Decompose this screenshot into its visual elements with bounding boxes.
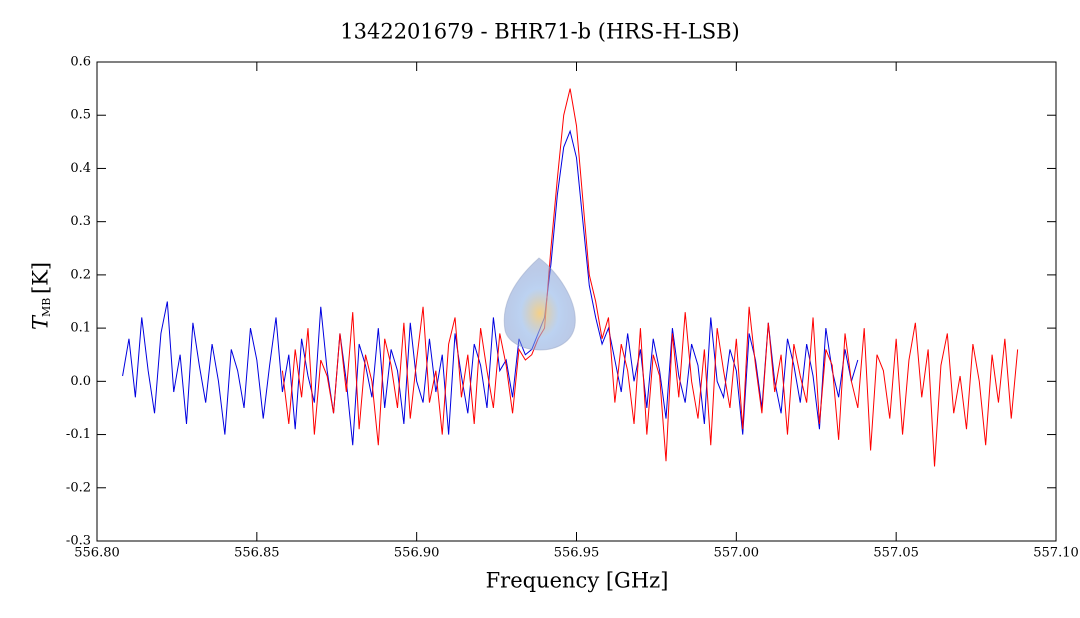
y-tick-label: -0.1: [66, 427, 91, 442]
x-tick-label: 557.10: [1033, 546, 1079, 561]
y-axis-label: T MB [K]: [29, 262, 54, 330]
x-tick-label: 556.90: [394, 546, 440, 561]
y-label-unit: [K]: [29, 262, 53, 294]
spectrum-line: [281, 88, 1019, 467]
logo-overlay: [503, 257, 576, 351]
y-tick-label: 0.4: [70, 161, 91, 176]
x-tick-label: 557.05: [873, 546, 919, 561]
x-tick-label: 556.95: [554, 546, 600, 561]
y-tick-label: -0.3: [66, 534, 91, 549]
x-tick-label: 556.85: [234, 546, 280, 561]
y-tick-label: 0.1: [70, 321, 91, 336]
y-tick-label: -0.2: [66, 480, 91, 495]
y-label-sub: MB: [40, 298, 53, 317]
y-tick-label: 0.2: [70, 267, 91, 282]
x-tick-label: 556.80: [74, 546, 120, 561]
plot-area: [122, 88, 1019, 467]
x-axis-label: Frequency [GHz]: [486, 569, 669, 593]
y-label-main: T: [29, 314, 53, 330]
chart-title: 1342201679 - BHR71-b (HRS-H-LSB): [340, 20, 739, 44]
y-tick-label: 0.6: [70, 55, 91, 70]
y-tick-label: 0.0: [70, 374, 91, 389]
spectrum-line: [122, 129, 859, 446]
y-tick-label: 0.5: [70, 108, 91, 123]
y-tick-label: 0.3: [70, 214, 91, 229]
x-tick-label: 557.00: [714, 546, 760, 561]
plot-frame: [96, 61, 1057, 542]
